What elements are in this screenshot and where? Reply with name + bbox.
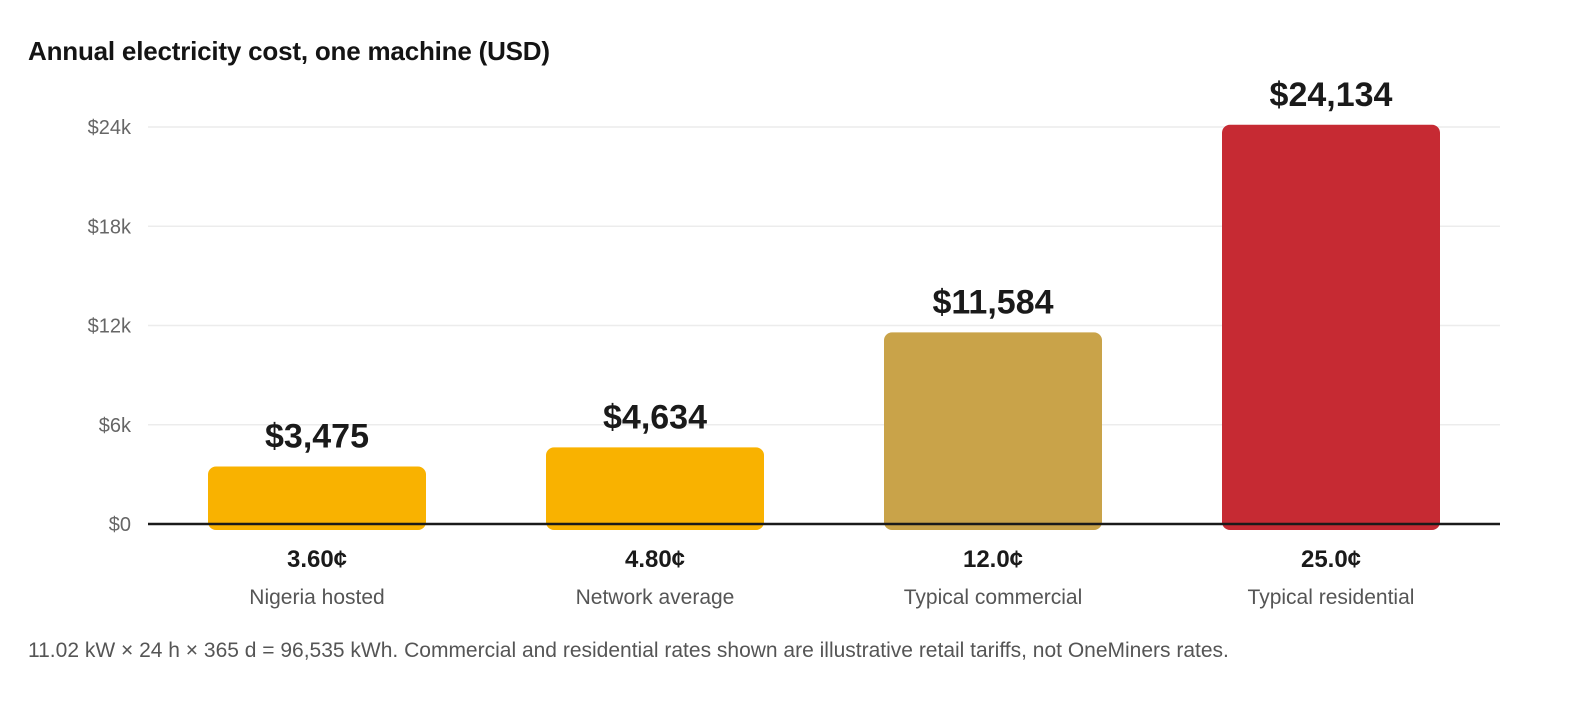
bar-chart: $0 $6k $12k $18k $24k $3,475 $4,634 $11,584 $24…: [88, 76, 1500, 609]
rate-label: 12.0¢: [963, 546, 1023, 573]
bar-value-label: $4,634: [603, 398, 707, 436]
chart-title: Annual electricity cost, one machine (US…: [28, 36, 550, 66]
bar: [1222, 124, 1440, 530]
x-axis-categories: 3.60¢ Nigeria hosted 4.80¢ Network average 1…: [249, 546, 1414, 609]
category-label: Nigeria hosted: [249, 586, 384, 609]
category-label: Typical commercial: [904, 586, 1083, 609]
y-tick-label: $12k: [88, 316, 132, 338]
rate-label: 3.60¢: [287, 546, 347, 573]
bar: [208, 466, 426, 530]
bar-value-label: $11,584: [932, 283, 1053, 321]
y-tick-label: $24k: [88, 117, 132, 139]
y-tick-label: $0: [109, 514, 131, 536]
bar: [546, 447, 764, 530]
category-label: Typical residential: [1248, 586, 1415, 609]
category-label: Network average: [576, 586, 735, 609]
bar-labels: $3,475 $4,634 $11,584 $24,134: [265, 76, 1393, 456]
bars: [208, 124, 1440, 530]
y-tick-label: $18k: [88, 216, 132, 238]
bar: [884, 332, 1102, 530]
rate-label: 4.80¢: [625, 546, 685, 573]
y-tick-label: $6k: [99, 415, 132, 437]
bar-value-label: $3,475: [265, 418, 369, 456]
y-axis-ticks: $0 $6k $12k $18k $24k: [88, 117, 132, 536]
bar-value-label: $24,134: [1270, 76, 1393, 114]
footnote: 11.02 kW × 24 h × 365 d = 96,535 kWh. Co…: [28, 639, 1229, 662]
rate-label: 25.0¢: [1301, 546, 1361, 573]
